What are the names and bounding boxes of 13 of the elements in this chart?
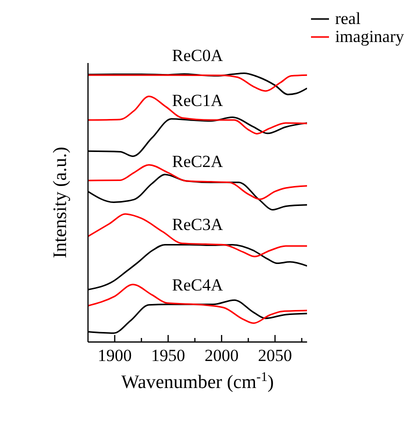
x-tick-label: 2000 <box>204 346 239 365</box>
x-axis-title: Wavenumber (cm$^{-1}$) <box>121 368 274 393</box>
annotation: ReC2A <box>172 152 224 171</box>
annotation: ReC3A <box>172 215 224 234</box>
legend-label: imaginary <box>335 27 404 46</box>
annotation: ReC4A <box>172 275 224 294</box>
x-tick-label: 2050 <box>258 346 292 365</box>
text: ReC0A <box>172 46 224 66</box>
x-tick-label: 1950 <box>151 346 186 365</box>
annotation: ReC1A <box>172 90 224 110</box>
legend-label: real <box>335 9 361 28</box>
x-tick-label: 1900 <box>98 346 132 365</box>
y-axis-title: Intensity (a.u.) <box>50 146 71 258</box>
